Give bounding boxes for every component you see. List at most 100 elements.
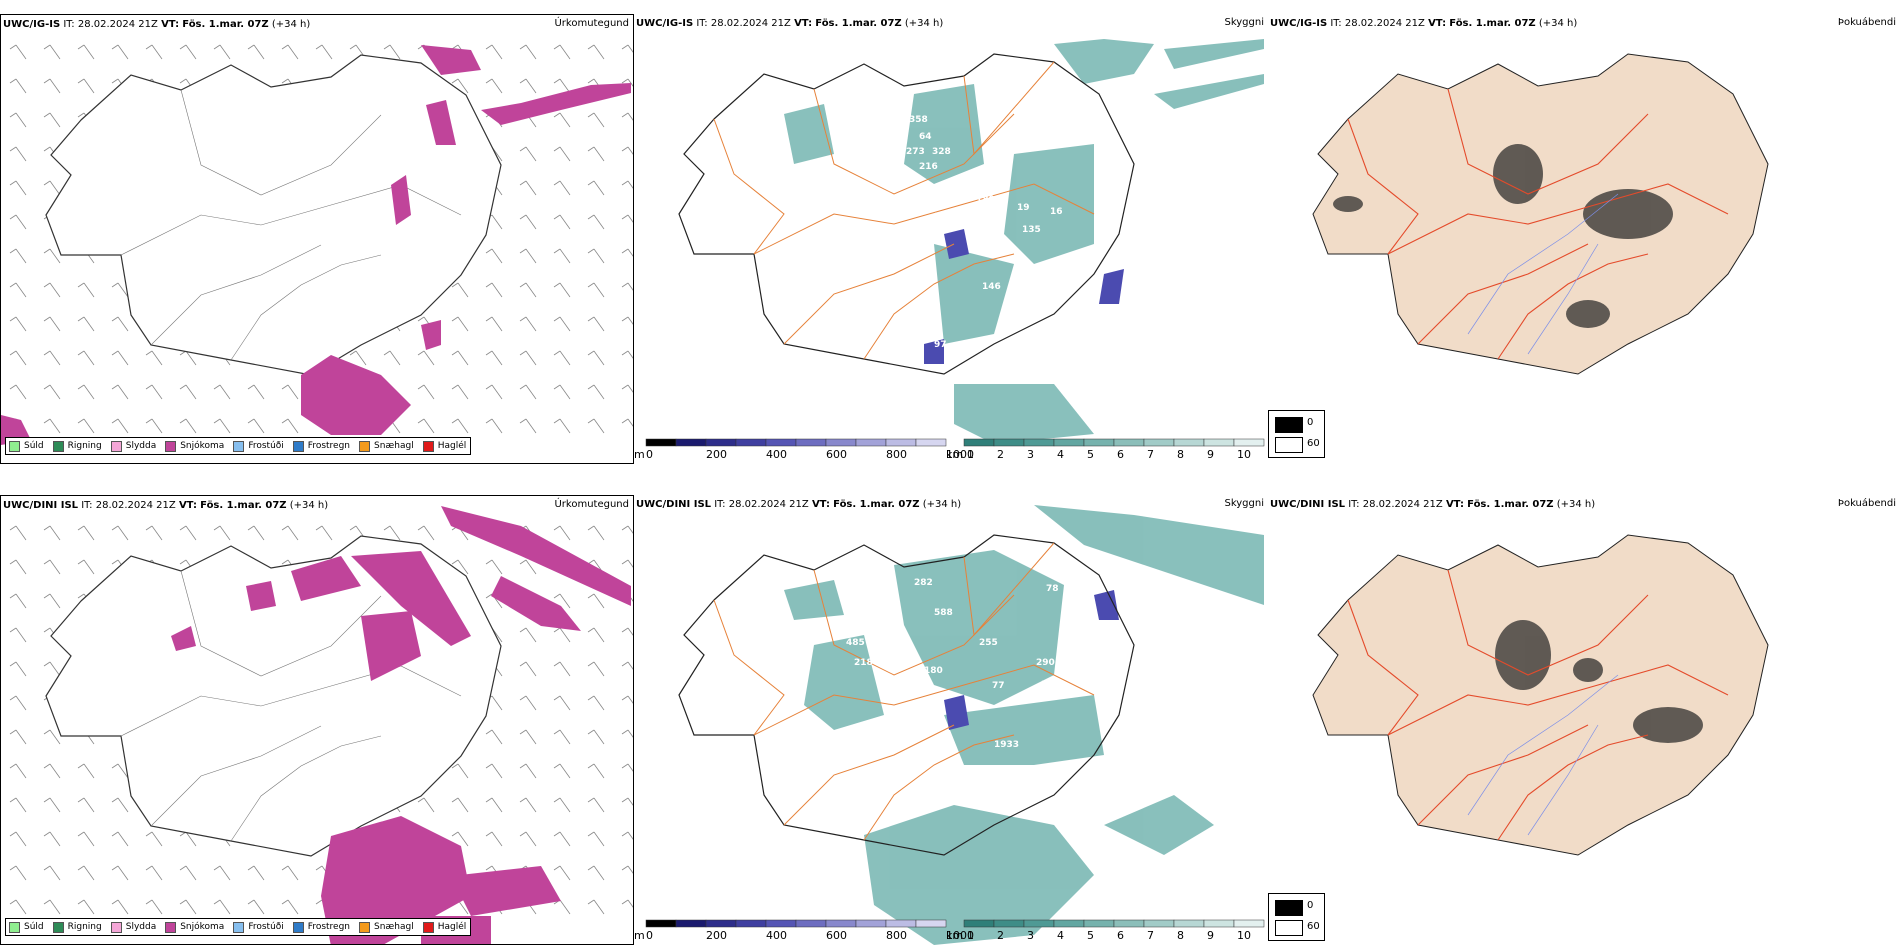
visibility-value-label: 255: [979, 638, 998, 648]
visibility-value-label: 218: [854, 658, 873, 668]
panel-title: Skyggni: [1224, 17, 1264, 28]
colorbar-tick-label: 8: [1177, 448, 1184, 461]
colorbar-tick-label: 8: [1177, 929, 1184, 942]
visibility-value-label: 19: [1017, 203, 1030, 213]
colorbar-tick-label: 7: [1147, 929, 1154, 942]
legend-swatch: [165, 921, 177, 933]
legend-swatch: [422, 921, 434, 933]
visibility-value-label: 485: [846, 638, 865, 648]
visibility-value-label: 179: [984, 177, 1003, 187]
visibility-value-label: 16: [1050, 207, 1063, 217]
visibility-value-label: 328: [932, 147, 951, 157]
legend-label: Haglél: [437, 922, 467, 932]
visibility-value-label: 1933: [994, 740, 1019, 750]
visibility-value-label: 273: [906, 147, 925, 157]
fog-scale-row2: 0 60: [1268, 893, 1325, 941]
legend-label: Slydda: [125, 922, 157, 932]
colorbar-tick-label: 800: [886, 929, 907, 942]
legend-label: Rigning: [67, 441, 102, 451]
fog-panel-row2: UWC/DINI ISL IT: 28.02.2024 21Z VT: Fös.…: [1268, 495, 1900, 945]
precip-type-panel-row1: UWC/IG-IS IT: 28.02.2024 21Z VT: Fös. 1.…: [0, 14, 634, 464]
colorbar-tick-label: 1000: [946, 448, 974, 461]
fog-map-row1: [1312, 53, 1769, 375]
legend-label: Slydda: [125, 441, 157, 451]
legend-item: Rigning: [52, 440, 102, 452]
colorbar-tick-label: 600: [826, 929, 847, 942]
visibility-value-label: 177: [934, 212, 953, 222]
panel-title: Þokuábendi: [1837, 17, 1896, 28]
visibility-value-label: 78: [1046, 584, 1059, 594]
colorbar-tick-label: km: [946, 929, 964, 942]
legend-label: Snæhagl: [374, 441, 414, 451]
legend-label: Súld: [24, 922, 44, 932]
panel-title: Þokuábendi: [1837, 498, 1896, 509]
colorbar-tick-label: m: [634, 929, 645, 942]
visibility-value-label: 785: [849, 578, 868, 588]
colorbar-tick-label: 1000: [946, 929, 974, 942]
precip-map-row1: [1, 44, 633, 445]
panel-header: UWC/DINI ISL IT: 28.02.2024 21Z VT: Fös.…: [1270, 499, 1596, 510]
colorbar-tick-label: 1: [967, 448, 974, 461]
visibility-value-label: 358: [909, 115, 928, 125]
colorbar-tick-label: 9: [1207, 448, 1214, 461]
legend-swatch: [292, 440, 304, 452]
colorbar-tick-label: 6: [1117, 448, 1124, 461]
precip-type-panel-row2: UWC/DINI ISL IT: 28.02.2024 21Z VT: Fös.…: [0, 495, 634, 945]
legend-swatch: [422, 440, 434, 452]
fog-map-row2: [1312, 534, 1769, 856]
legend-swatch: [359, 921, 371, 933]
legend-label: Snæhagl: [374, 922, 414, 932]
visibility-panel-row2: 785 282 588 255 78 485 218 180 77 290 302 1933 UWC/…: [634, 495, 1268, 945]
legend-item: Frostúði: [233, 440, 284, 452]
legend-label: Snjókoma: [180, 922, 225, 932]
legend-item: Frostúði: [233, 921, 284, 933]
legend-label: Frostregn: [307, 441, 351, 451]
legend-item: Slydda: [110, 921, 157, 933]
colorbar-tick-label: 4: [1057, 448, 1064, 461]
colorbar-tick-label: 3: [1027, 448, 1034, 461]
visibility-colorbar-row1: m 0 200 400 600 800 1000 km 1 2 3 4 5 6 7 8 9 10: [634, 438, 1268, 464]
colorbar-tick-label: km: [946, 448, 964, 461]
legend-label: Rigning: [67, 922, 102, 932]
legend-swatch: [292, 921, 304, 933]
visibility-value-label: 282: [914, 578, 933, 588]
legend-item: Haglél: [422, 921, 467, 933]
colorbar-tick-label: 800: [886, 448, 907, 461]
visibility-value-label: 180: [976, 195, 995, 205]
legend-label: Frostúði: [248, 441, 284, 451]
colorbar-tick-label: 3: [1027, 929, 1034, 942]
precip-map-row2: [9, 506, 633, 944]
colorbar-tick-label: 5: [1087, 448, 1094, 461]
visibility-value-label: 302: [1041, 680, 1060, 690]
visibility-value-label: 290: [1036, 658, 1055, 668]
visibility-value-label: 97: [934, 340, 947, 350]
visibility-value-label: 180: [924, 666, 943, 676]
legend-swatch: [9, 440, 20, 452]
panel-title: Úrkomutegund: [554, 499, 629, 510]
visibility-map-row1: 358 64 273 216 328 95 179 180 176 177 72 20 19 135 16 1…: [678, 39, 1264, 444]
legend-swatch: [233, 440, 245, 452]
colorbar-tick-label: 10: [1237, 448, 1251, 461]
legend-label: Frostúði: [248, 922, 284, 932]
legend-item: Frostregn: [292, 921, 350, 933]
panel-title: Úrkomutegund: [554, 18, 629, 29]
visibility-value-label: 146: [982, 282, 1001, 292]
visibility-value-label: 99: [924, 292, 937, 302]
colorbar-tick-label: 4: [1057, 929, 1064, 942]
legend-item: Frostregn: [292, 440, 351, 452]
colorbar-tick-label: 200: [706, 929, 727, 942]
legend-swatch: [110, 440, 122, 452]
colorbar-tick-label: 2: [997, 929, 1004, 942]
panel-header: UWC/IG-IS IT: 28.02.2024 21Z VT: Fös. 1.…: [636, 18, 944, 29]
legend-swatch: [52, 440, 64, 452]
legend-swatch: [52, 921, 64, 933]
colorbar-tick-label: 200: [706, 448, 727, 461]
colorbar-tick-label: 400: [766, 448, 787, 461]
colorbar-tick-label: 9: [1207, 929, 1214, 942]
colorbar-tick-label: 600: [826, 448, 847, 461]
legend-item: Snæhagl: [359, 440, 414, 452]
panel-header: UWC/IG-IS IT: 28.02.2024 21Z VT: Fös. 1.…: [3, 19, 311, 30]
fog-scale-row1: 0 60: [1268, 410, 1325, 458]
legend-item: Snjókoma: [165, 921, 225, 933]
